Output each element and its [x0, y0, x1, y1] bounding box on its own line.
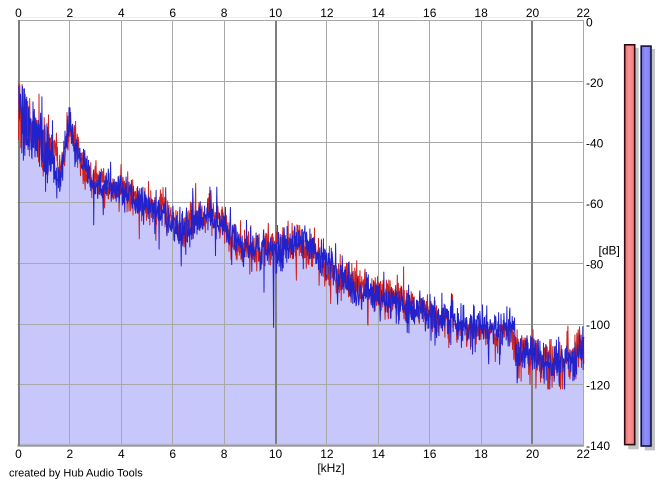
svg-text:2: 2: [67, 6, 74, 20]
svg-text:0: 0: [586, 15, 593, 29]
svg-text:-140: -140: [586, 439, 610, 453]
svg-text:4: 4: [118, 6, 125, 20]
svg-text:-40: -40: [586, 137, 604, 151]
svg-text:-60: -60: [586, 197, 604, 211]
svg-text:0: 0: [15, 6, 22, 20]
svg-text:2: 2: [67, 447, 74, 461]
svg-text:12: 12: [320, 6, 334, 20]
svg-text:-100: -100: [586, 318, 610, 332]
svg-text:6: 6: [169, 447, 176, 461]
svg-text:16: 16: [423, 6, 437, 20]
svg-text:-80: -80: [586, 258, 604, 272]
svg-text:-120: -120: [586, 379, 610, 393]
svg-text:12: 12: [320, 447, 334, 461]
svg-text:[kHz]: [kHz]: [317, 461, 344, 475]
svg-text:8: 8: [221, 6, 228, 20]
svg-text:created by Hub Audio Tools: created by Hub Audio Tools: [9, 468, 143, 480]
svg-text:10: 10: [269, 447, 283, 461]
svg-text:[dB]: [dB]: [599, 244, 620, 258]
svg-text:-20: -20: [586, 76, 604, 90]
svg-text:6: 6: [169, 6, 176, 20]
svg-text:10: 10: [269, 6, 283, 20]
svg-text:16: 16: [423, 447, 437, 461]
svg-text:4: 4: [118, 447, 125, 461]
svg-text:8: 8: [221, 447, 228, 461]
svg-text:18: 18: [474, 447, 488, 461]
svg-text:14: 14: [372, 6, 386, 20]
svg-text:20: 20: [526, 447, 540, 461]
svg-text:14: 14: [372, 447, 386, 461]
svg-text:22: 22: [577, 447, 591, 461]
svg-text:18: 18: [474, 6, 488, 20]
svg-text:20: 20: [526, 6, 540, 20]
svg-text:22: 22: [577, 6, 591, 20]
svg-text:0: 0: [15, 447, 22, 461]
